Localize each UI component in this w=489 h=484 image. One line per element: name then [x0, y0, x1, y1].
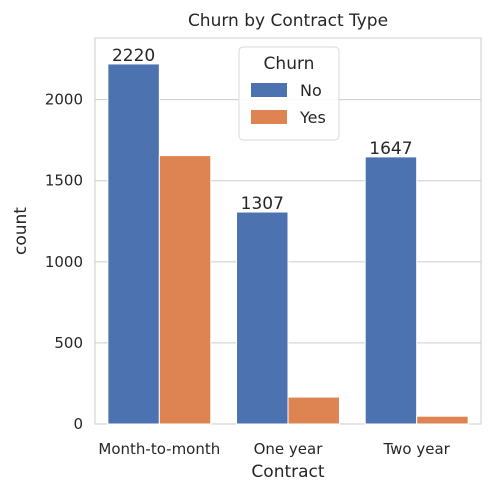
- legend-swatch-no: [251, 83, 287, 97]
- y-tick-label: 1000: [45, 253, 83, 271]
- x-tick-label: Month-to-month: [98, 440, 220, 458]
- y-tick-label: 2000: [45, 91, 83, 109]
- bar-no-3: [364, 156, 418, 425]
- bar-yes-3: [416, 415, 469, 425]
- x-tick-label: Two year: [382, 440, 450, 458]
- x-axis-title: Contract: [251, 462, 324, 482]
- x-tick-label: One year: [254, 440, 324, 458]
- bar-no-1: [107, 63, 160, 425]
- bars: [107, 63, 469, 425]
- y-tick-label: 0: [73, 415, 83, 433]
- data-labels: 2220 1307 1647: [112, 46, 413, 214]
- chart-title: Churn by Contract Type: [188, 11, 388, 31]
- bar-yes-2: [287, 396, 340, 425]
- legend-label-yes: Yes: [299, 108, 326, 127]
- x-axis-ticks: Month-to-month One year Two year: [98, 440, 450, 458]
- legend-label-no: No: [300, 81, 322, 100]
- data-label: 1647: [369, 139, 412, 159]
- y-tick-label: 500: [54, 334, 83, 352]
- data-label: 1307: [241, 194, 284, 214]
- bar-no-2: [236, 211, 289, 425]
- y-tick-label: 1500: [45, 172, 83, 190]
- y-axis-title: count: [11, 207, 31, 255]
- legend-swatch-yes: [251, 110, 287, 124]
- y-axis-ticks: 0 500 1000 1500 2000: [45, 91, 83, 433]
- bar-yes-1: [158, 155, 212, 425]
- data-label: 2220: [112, 46, 155, 66]
- legend: Churn No Yes: [238, 46, 340, 141]
- legend-title: Churn: [264, 54, 315, 74]
